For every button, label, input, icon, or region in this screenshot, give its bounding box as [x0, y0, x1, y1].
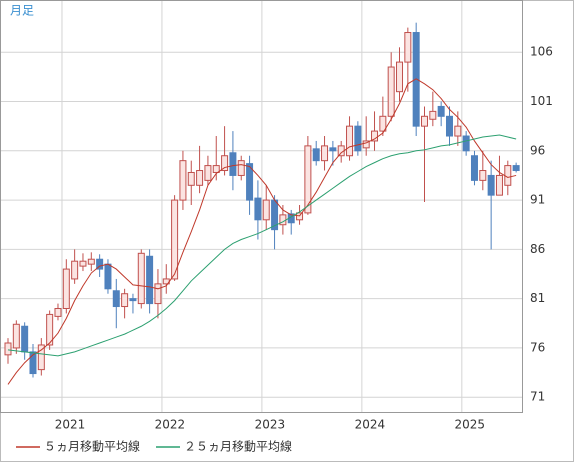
candle-body [246, 163, 254, 201]
y-tick-label: 76 [530, 340, 545, 354]
ma-line [7, 134, 517, 357]
candle-body [79, 260, 87, 267]
candle-body [371, 130, 379, 142]
y-tick-label: 91 [530, 193, 545, 207]
candle-body [329, 147, 337, 152]
candle-body [71, 260, 79, 280]
candle-body [262, 199, 270, 221]
y-tick-label: 96 [530, 143, 545, 157]
candle-body [495, 174, 503, 196]
candle-body [171, 199, 179, 280]
candle-body [62, 268, 70, 310]
x-tick-label: 2023 [255, 418, 286, 432]
x-tick-label: 2021 [55, 418, 86, 432]
candle-body [137, 252, 145, 305]
candle-body [21, 325, 29, 353]
candle-body [445, 115, 453, 137]
candle-body [321, 145, 329, 162]
candle-body [462, 135, 470, 152]
candle-body [4, 342, 12, 356]
candle-body [112, 290, 120, 308]
candle-body [304, 145, 312, 214]
ma-line [7, 78, 517, 385]
candle-body [396, 61, 404, 93]
candle-body [96, 258, 104, 270]
candle-body [404, 32, 412, 63]
candle-body [187, 171, 195, 186]
candle-body [104, 263, 112, 290]
y-tick-label: 71 [530, 390, 545, 404]
legend-label: ５ヵ月移動平均線 [44, 439, 140, 454]
candle-body [454, 125, 462, 137]
candle-body [237, 160, 245, 176]
y-tick-label: 106 [530, 45, 553, 59]
candle-body [29, 351, 37, 375]
candle-body [312, 148, 320, 162]
candle-body [196, 170, 204, 186]
candle-body [121, 293, 129, 308]
y-tick-label: 101 [530, 94, 553, 108]
candle-body [487, 174, 495, 196]
candle-body [479, 170, 487, 181]
candle-body [354, 125, 362, 152]
y-tick-label: 86 [530, 242, 545, 256]
candle-body [54, 308, 62, 317]
candle-body [421, 115, 428, 127]
candle-body [362, 140, 370, 149]
chart-title: 月足 [10, 4, 34, 18]
candle-body [179, 160, 187, 201]
plot-border [0, 0, 523, 413]
candle-body [470, 155, 478, 181]
candle-body [129, 298, 137, 302]
candle-body [221, 155, 229, 172]
candle-body [87, 258, 95, 265]
candle-body [437, 105, 445, 117]
candle-body [37, 344, 45, 371]
candle-body [229, 152, 237, 176]
candle-body [387, 66, 395, 117]
candle-body [504, 165, 512, 186]
legend-label: ２５ヵ月移動平均線 [184, 439, 292, 454]
candle-body [346, 125, 354, 157]
candle-body [46, 313, 54, 346]
x-tick-label: 2025 [455, 418, 486, 432]
candle-body [212, 165, 220, 173]
candle-body [512, 165, 520, 172]
x-tick-label: 2022 [155, 418, 186, 432]
x-tick-label: 2024 [355, 418, 386, 432]
candle-body [204, 165, 212, 181]
y-tick-label: 81 [530, 291, 545, 305]
candle-body [154, 283, 162, 305]
candle-body [146, 255, 154, 305]
candle-body [12, 323, 20, 349]
candle-body [379, 115, 387, 132]
candle-body [254, 197, 262, 221]
candle-body [429, 110, 437, 120]
